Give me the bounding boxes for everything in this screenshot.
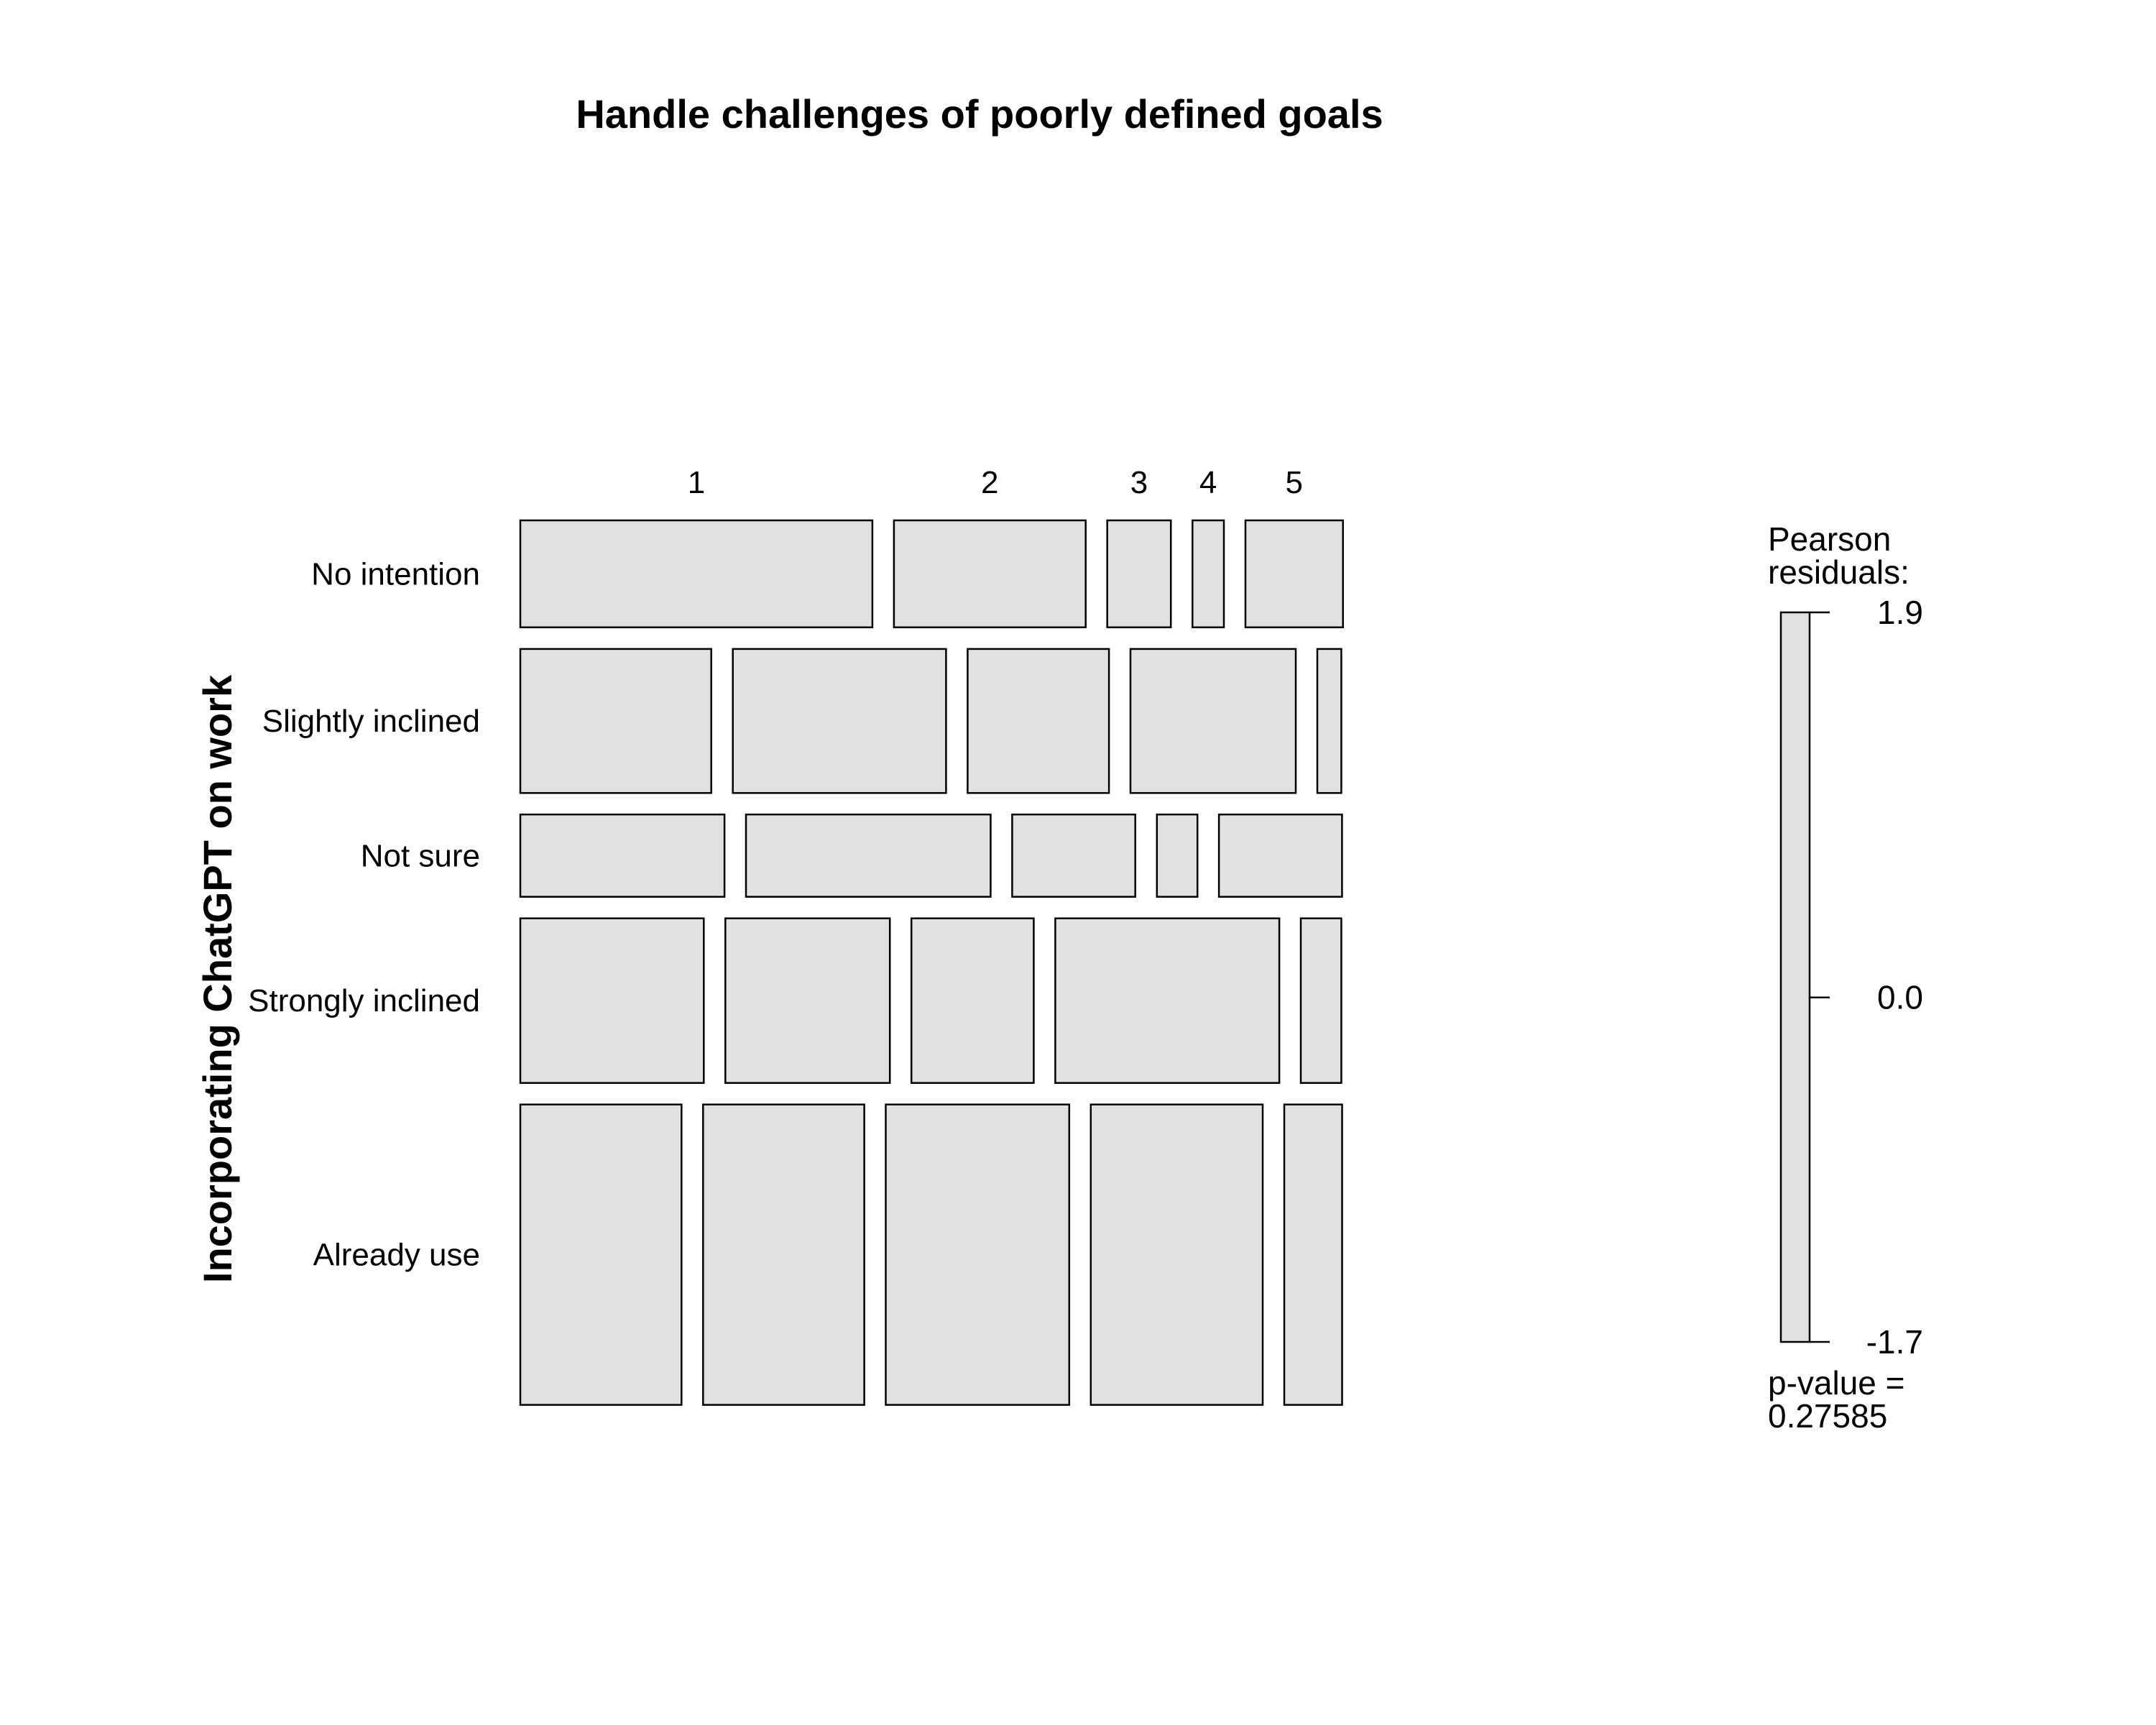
- chart-title: Handle challenges of poorly defined goal…: [576, 91, 1383, 137]
- mosaic-tile: [519, 519, 874, 629]
- row-label: Strongly inclined: [248, 983, 480, 1018]
- mosaic-tile: [519, 648, 712, 794]
- column-label: 2: [981, 465, 998, 500]
- legend-tick-label: 0.0: [1877, 979, 1923, 1016]
- column-label: 3: [1130, 465, 1148, 500]
- row-label: Slightly inclined: [262, 704, 480, 739]
- mosaic-tile: [702, 1103, 865, 1406]
- mosaic-tile: [910, 917, 1035, 1084]
- y-axis-label: Incorporating ChatGPT on work: [195, 674, 240, 1283]
- pvalue-line-2: 0.27585: [1768, 1397, 1887, 1435]
- row-label: No intention: [311, 556, 480, 592]
- legend-tick-label: 1.9: [1877, 594, 1923, 631]
- mosaic-tile: [732, 648, 947, 794]
- mosaic-tile: [1316, 648, 1342, 794]
- mosaic-tile: [1192, 519, 1225, 629]
- mosaic-tile: [745, 813, 992, 898]
- column-label: 1: [688, 465, 705, 500]
- column-label: 4: [1199, 465, 1217, 500]
- row-label: Not sure: [361, 839, 480, 874]
- legend-title-line-1: Pearson: [1768, 520, 1891, 558]
- mosaic-tile: [1283, 1103, 1343, 1406]
- mosaic-tile: [1299, 917, 1342, 1084]
- mosaic-tile: [1054, 917, 1281, 1084]
- legend-color-bar: [1779, 611, 1811, 1343]
- mosaic-tile: [519, 917, 705, 1084]
- mosaic-tile: [1217, 813, 1343, 898]
- column-label: 5: [1286, 465, 1303, 500]
- mosaic-tile: [1156, 813, 1199, 898]
- mosaic-tile: [724, 917, 891, 1084]
- mosaic-tile: [519, 813, 726, 898]
- mosaic-tile: [1244, 519, 1344, 629]
- column-labels: 1 2 3 4 5: [688, 465, 1303, 500]
- residual-legend: Pearson residuals: 1.90.0-1.7 p-value = …: [1768, 520, 1923, 1435]
- mosaic-tile: [967, 648, 1110, 794]
- mosaic-tile: [1106, 519, 1172, 629]
- mosaic-tile: [1089, 1103, 1264, 1406]
- pvalue-line-1: p-value =: [1768, 1364, 1905, 1402]
- mosaic-tile: [519, 1103, 683, 1406]
- mosaic-tile: [1129, 648, 1297, 794]
- mosaic-tile: [885, 1103, 1071, 1406]
- row-label: Already use: [313, 1238, 480, 1273]
- legend-tick-label: -1.7: [1866, 1323, 1923, 1361]
- legend-ticks: 1.9 0.0 -1.7: [1810, 594, 1923, 1361]
- legend-title-line-2: residuals:: [1768, 553, 1909, 591]
- mosaic-tile: [893, 519, 1087, 629]
- row-labels: No intention Slightly inclined Not sure Str…: [248, 556, 480, 1272]
- mosaic-tiles: [519, 519, 1344, 1406]
- mosaic-tile: [1011, 813, 1136, 898]
